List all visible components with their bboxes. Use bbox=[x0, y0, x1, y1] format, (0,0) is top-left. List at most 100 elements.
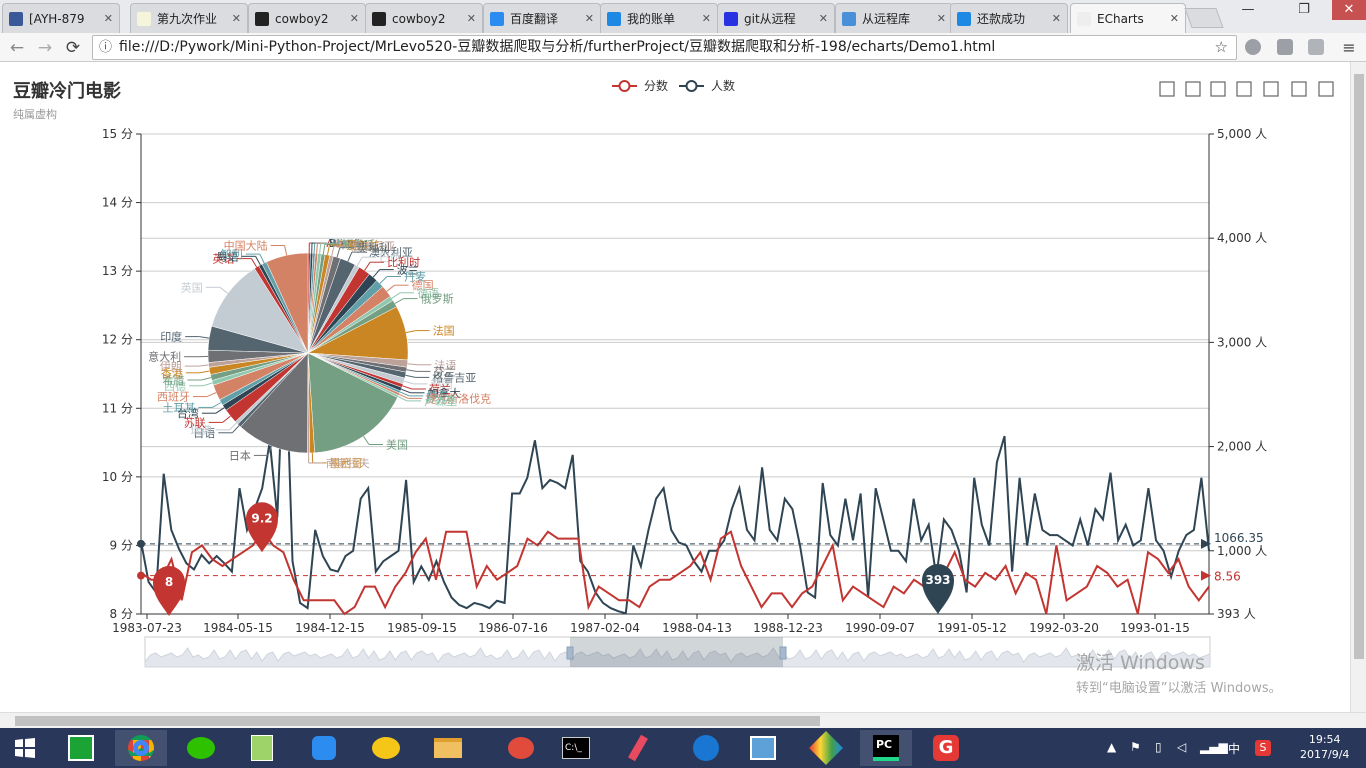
page-info-icon[interactable]: ⓘ bbox=[99, 40, 113, 55]
tray-network-icon[interactable]: ▂▄▆ bbox=[1200, 740, 1228, 754]
pie-label-line bbox=[394, 298, 404, 304]
extension-user-icon[interactable] bbox=[1277, 39, 1293, 55]
legend-label-0[interactable]: 分数 bbox=[644, 78, 668, 93]
tab-close-icon[interactable]: ✕ bbox=[584, 12, 594, 25]
tray-volume-icon[interactable]: ◁ bbox=[1177, 740, 1187, 754]
tray-flag-icon[interactable]: ⚑ bbox=[1130, 740, 1141, 754]
store-icon[interactable] bbox=[55, 730, 107, 766]
menu-icon[interactable]: ≡ bbox=[1342, 38, 1356, 57]
horizontal-scrollbar[interactable] bbox=[0, 712, 1366, 728]
bar-chart-icon[interactable] bbox=[1263, 81, 1279, 97]
bookmark-star-icon[interactable]: ☆ bbox=[1214, 38, 1228, 56]
browser-tab[interactable]: ECharts ✕ bbox=[1070, 3, 1186, 33]
y-axis-left-label: 15 分 bbox=[102, 127, 133, 141]
browser-tab[interactable]: 从远程库 ✕ bbox=[835, 3, 953, 33]
pie-label: 比利时 bbox=[387, 256, 420, 269]
series-line-count[interactable] bbox=[140, 323, 1210, 615]
forward-icon[interactable]: → bbox=[37, 38, 53, 58]
y-axis-left-label: 11 分 bbox=[102, 401, 133, 415]
minimize-button[interactable]: — bbox=[1241, 2, 1255, 17]
horizontal-scroll-thumb[interactable] bbox=[15, 716, 820, 726]
tray-arrow-icon[interactable]: ▲ bbox=[1107, 740, 1117, 754]
pie-label-line bbox=[212, 402, 222, 408]
snail-app-icon[interactable] bbox=[495, 730, 547, 766]
markpoint-min-score[interactable] bbox=[153, 566, 185, 616]
markpoint-min-count[interactable] bbox=[922, 564, 954, 614]
save-image-icon[interactable] bbox=[1318, 81, 1334, 97]
line-chart-icon[interactable] bbox=[1236, 81, 1252, 97]
legend-marker-1[interactable] bbox=[685, 80, 698, 92]
network-app-icon[interactable] bbox=[737, 730, 789, 766]
zoom-reset-icon[interactable] bbox=[1185, 81, 1201, 97]
legend-label-1[interactable]: 人数 bbox=[711, 78, 735, 93]
y-axis-right-label: 393 人 bbox=[1217, 607, 1256, 621]
tab-close-icon[interactable]: ✕ bbox=[936, 12, 946, 25]
close-window-button[interactable]: ✕ bbox=[1332, 0, 1366, 20]
pie-label-line bbox=[313, 243, 316, 254]
browser-tab[interactable]: 我的账单 ✕ bbox=[600, 3, 718, 33]
browser-tab[interactable]: 百度翻译 ✕ bbox=[483, 3, 601, 33]
pie-label: 英国 bbox=[181, 280, 203, 294]
notepad-plus-icon[interactable] bbox=[236, 730, 288, 766]
tab-close-icon[interactable]: ✕ bbox=[231, 12, 241, 25]
browser-tab[interactable]: cowboy2 ✕ bbox=[365, 3, 483, 33]
legend-marker-0[interactable] bbox=[618, 80, 631, 92]
datazoom-handle-left[interactable] bbox=[566, 646, 574, 660]
xshell-icon[interactable] bbox=[680, 730, 732, 766]
g-app-icon[interactable]: G bbox=[920, 730, 972, 766]
url-input[interactable]: ⓘ file:///D:/Pywork/Mini-Python-Project/… bbox=[92, 35, 1237, 60]
wechat-icon[interactable] bbox=[175, 730, 227, 766]
browser-tab[interactable]: cowboy2 ✕ bbox=[248, 3, 366, 33]
tray-clock[interactable]: 19:54 2017/9/4 bbox=[1300, 732, 1349, 762]
chrome-icon[interactable] bbox=[115, 730, 167, 766]
datazoom-selected-range[interactable] bbox=[570, 637, 783, 667]
vertical-scrollbar[interactable] bbox=[1350, 62, 1366, 712]
browser-tab[interactable]: 还款成功 ✕ bbox=[950, 3, 1068, 33]
back-icon[interactable]: ← bbox=[9, 38, 25, 58]
tab-close-icon[interactable]: ✕ bbox=[103, 12, 113, 25]
new-tab-button[interactable] bbox=[1184, 8, 1224, 28]
zoom-icon[interactable] bbox=[1159, 81, 1175, 97]
tray-sogou-icon[interactable]: S bbox=[1255, 740, 1271, 756]
start-button[interactable] bbox=[0, 730, 50, 766]
extension-globe-icon[interactable] bbox=[1245, 39, 1261, 55]
pie-label: 南斯拉夫 bbox=[326, 456, 370, 470]
echarts-canvas[interactable]: 8 分 9 分 10 分 11 分 12 分 13 分 14 分 15 分 393 人 1,000… bbox=[0, 62, 1350, 712]
tab-close-icon[interactable]: ✕ bbox=[349, 12, 359, 25]
datazoom-handle-right[interactable] bbox=[779, 646, 787, 660]
browser-tab[interactable]: [AYH-879 ✕ bbox=[2, 3, 120, 33]
pie-slice[interactable] bbox=[211, 268, 309, 354]
tab-close-icon[interactable]: ✕ bbox=[818, 12, 828, 25]
reload-icon[interactable]: ⟳ bbox=[65, 38, 81, 58]
series-line-score[interactable] bbox=[140, 530, 1210, 616]
pie-label: 法国 bbox=[433, 324, 455, 338]
pie-slice[interactable] bbox=[240, 352, 309, 454]
tray-ime-label[interactable]: 中 bbox=[1228, 742, 1241, 756]
tab-close-icon[interactable]: ✕ bbox=[1051, 12, 1061, 25]
file-explorer-icon[interactable] bbox=[422, 730, 474, 766]
zoom-reset-icon-shape bbox=[1185, 81, 1201, 97]
browser-tab[interactable]: git从远程 ✕ bbox=[717, 3, 835, 33]
maximize-button[interactable]: ❐ bbox=[1298, 2, 1310, 17]
terminal-icon[interactable]: C:\_ bbox=[550, 730, 602, 766]
extension-pdf-icon[interactable] bbox=[1308, 39, 1324, 55]
restore-icon[interactable] bbox=[1291, 81, 1307, 97]
browser-tab[interactable]: 第九次作业 ✕ bbox=[130, 3, 248, 33]
pencil-app-icon[interactable] bbox=[612, 730, 664, 766]
pie-slice[interactable] bbox=[307, 352, 398, 454]
tab-close-icon[interactable]: ✕ bbox=[466, 12, 476, 25]
chat-app-icon[interactable] bbox=[360, 730, 412, 766]
colorful-app-icon[interactable] bbox=[800, 730, 852, 766]
tab-close-icon[interactable]: ✕ bbox=[1169, 12, 1179, 25]
tab-label: 从远程库 bbox=[862, 12, 911, 26]
data-view-icon[interactable] bbox=[1210, 81, 1226, 97]
pen-app-icon[interactable] bbox=[298, 730, 350, 766]
tab-close-icon[interactable]: ✕ bbox=[701, 12, 711, 25]
tray-battery-icon[interactable]: ▯ bbox=[1155, 740, 1162, 754]
x-axis-label: 1988-04-13 bbox=[662, 621, 732, 635]
tray-date: 2017/9/4 bbox=[1300, 748, 1350, 761]
vertical-scroll-thumb[interactable] bbox=[1354, 74, 1364, 659]
markpoint-max-score[interactable] bbox=[246, 502, 278, 553]
markpoint-min-score-label: 8 bbox=[165, 575, 173, 589]
pycharm-icon[interactable]: PC bbox=[860, 730, 912, 766]
